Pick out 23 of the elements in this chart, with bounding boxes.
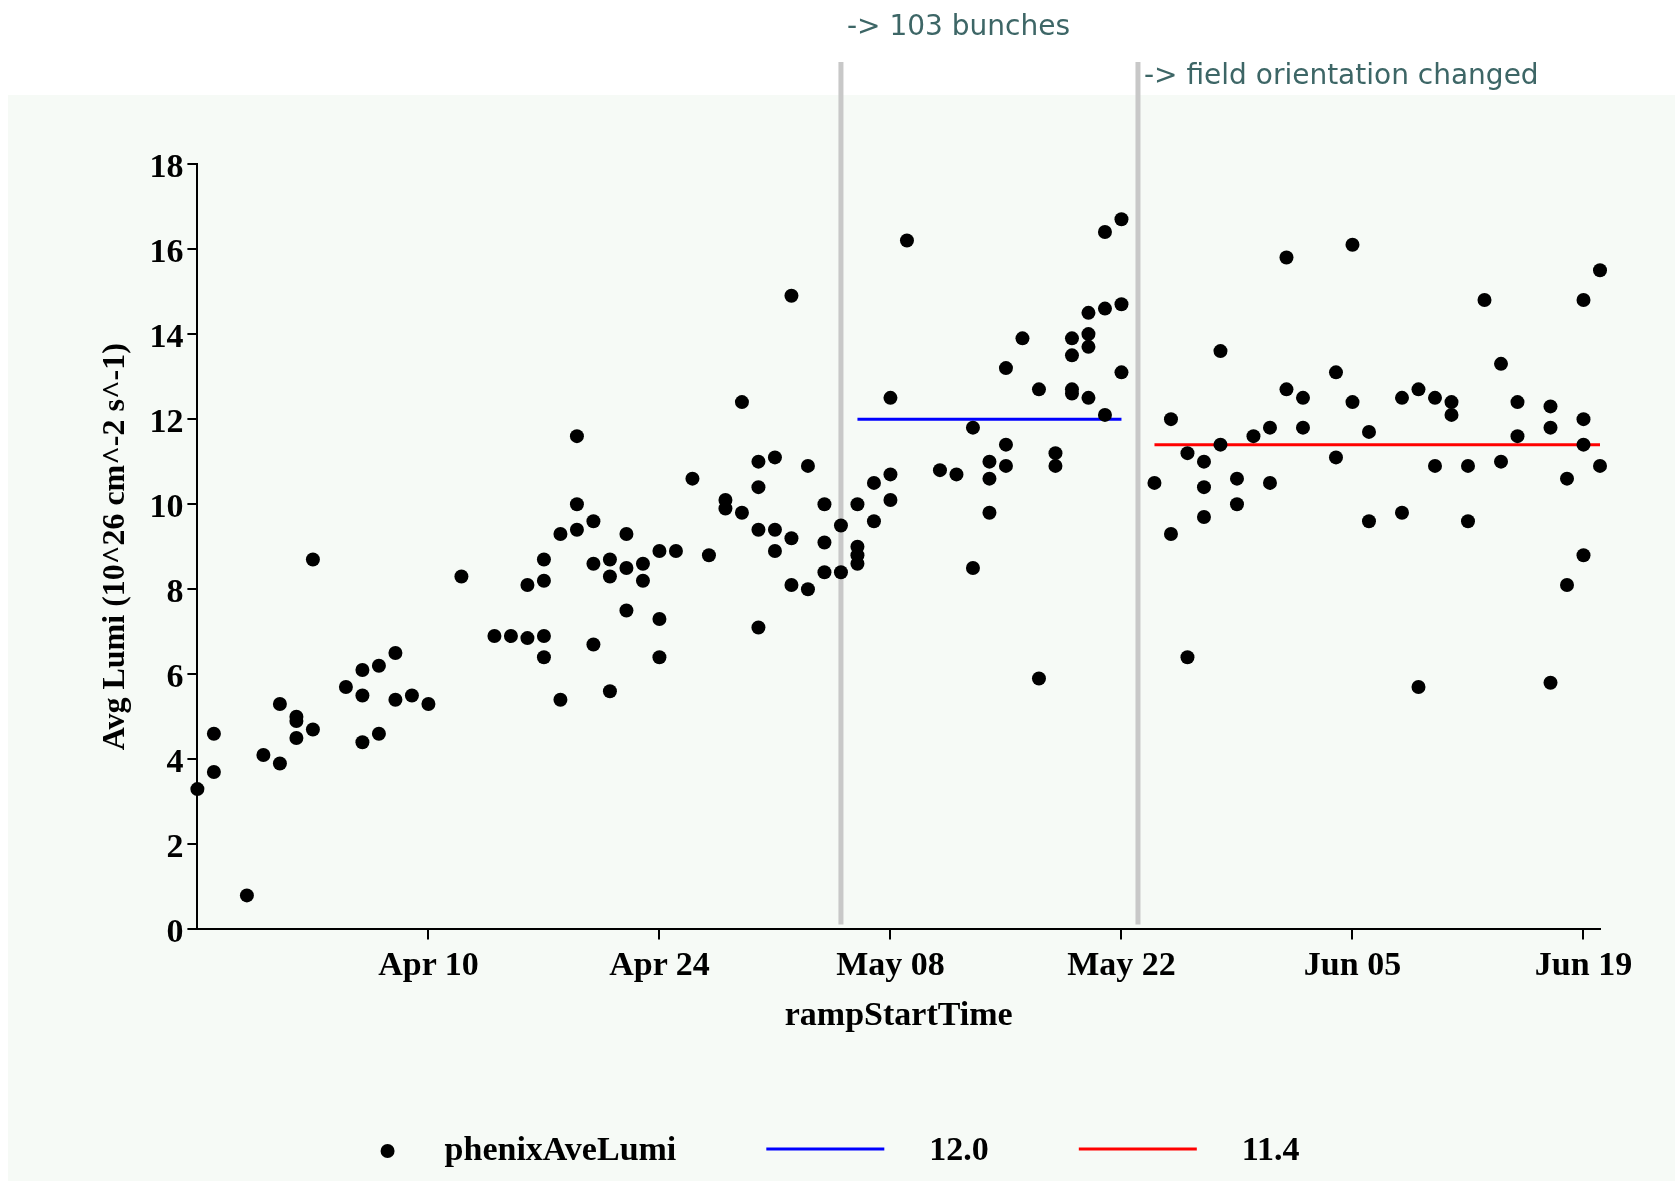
y-tick-label: 14 xyxy=(149,316,184,354)
y-axis-title: Avg Lumi (10^26 cm^-2 s^-1) xyxy=(95,343,132,751)
y-tick-label: 6 xyxy=(166,657,184,695)
x-tick-label: May 08 xyxy=(836,944,945,982)
y-tick-label: 10 xyxy=(149,486,184,524)
ref-line-label: -> field orientation changed xyxy=(1143,58,1539,92)
y-tick-label: 18 xyxy=(149,146,184,184)
x-tick-label: May 22 xyxy=(1067,944,1176,982)
x-tick-label: Jun 05 xyxy=(1303,944,1402,982)
ref-line-label: -> 103 bunches xyxy=(846,9,1070,43)
y-tick-label: 12 xyxy=(149,401,184,439)
legend-label: phenixAveLumi xyxy=(444,1129,677,1167)
y-tick-label: 16 xyxy=(149,231,184,269)
y-tick-label: 2 xyxy=(166,827,184,865)
y-tick-label: 8 xyxy=(166,572,184,609)
x-axis-title: rampStartTime xyxy=(784,995,1013,1033)
y-tick-label: 4 xyxy=(166,742,184,780)
y-tick-label: 0 xyxy=(166,912,184,950)
x-tick-label: Jun 19 xyxy=(1534,944,1633,982)
legend-label: 12.0 xyxy=(929,1129,989,1167)
legend-label: 11.4 xyxy=(1241,1129,1300,1167)
x-tick-label: Apr 10 xyxy=(378,944,479,982)
x-tick-label: Apr 24 xyxy=(609,944,710,982)
